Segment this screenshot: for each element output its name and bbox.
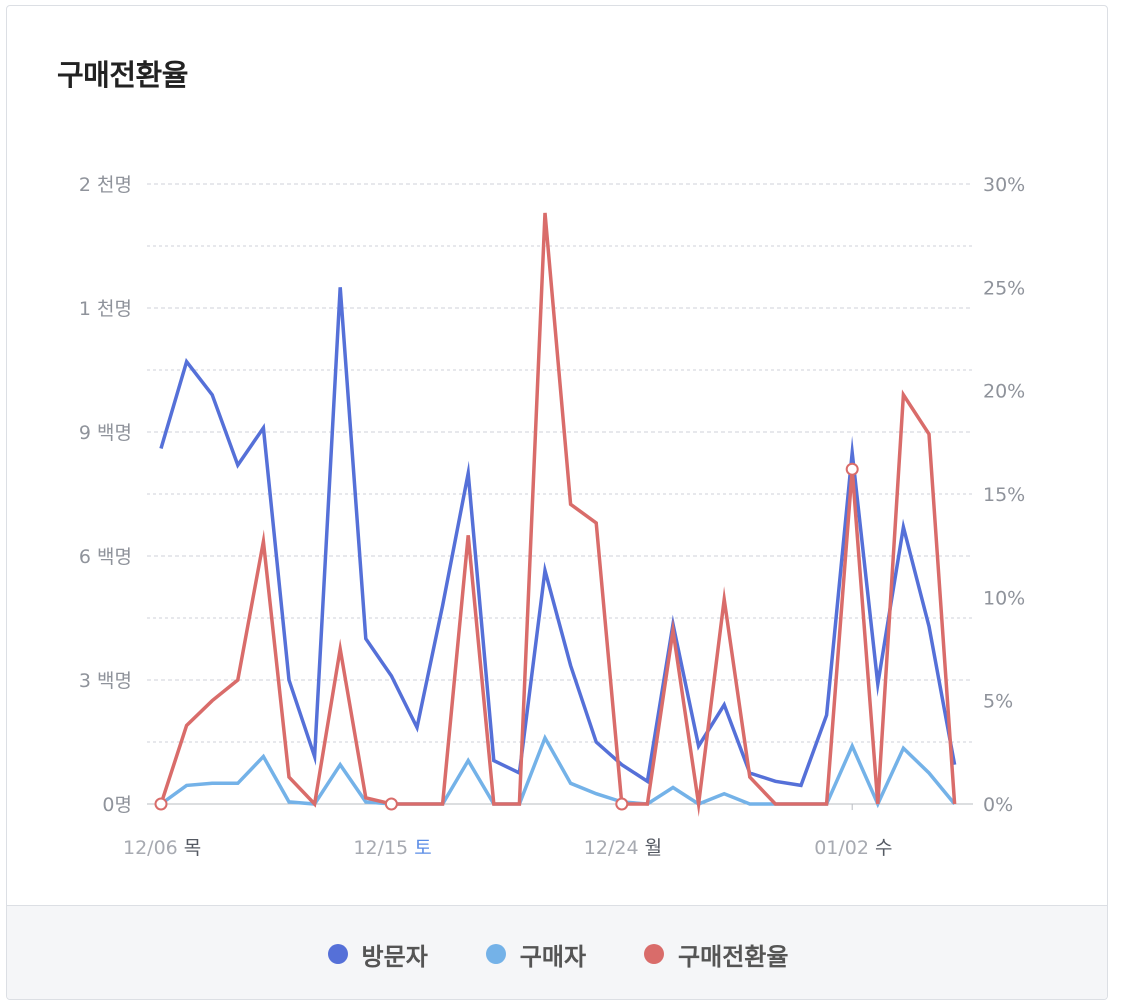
x-axis-tick-label: 12/15 토 xyxy=(353,837,431,859)
buyers-line xyxy=(159,733,956,809)
conversion-legend-dot-icon xyxy=(644,944,665,964)
conversion-chart: 0명 3 백명 6 백명 9 백명 1 천명 2 천명 0% 5% 10% 15% 20% 25% 30… xyxy=(79,174,1025,859)
conversion-point-marker xyxy=(154,797,168,811)
left-axis-tick-label: 2 천명 xyxy=(79,174,132,196)
visitors-legend-dot-icon xyxy=(327,944,348,964)
right-axis-tick-label: 10% xyxy=(983,587,1025,609)
chart-card: 구매전환율 0명 3 백명 6 백명 9 백명 1 천명 2 천명 0% 5% 10% 15% 20… xyxy=(6,5,1108,1000)
legend-label-buyers: 구매자 xyxy=(519,942,587,971)
legend-item-conversion[interactable]: 구매전환율 xyxy=(644,937,788,972)
legend: 방문자 구매자 구매전환율 xyxy=(7,905,1107,999)
left-axis-tick-label: 1 천명 xyxy=(79,298,132,320)
right-axis-tick-label: 15% xyxy=(983,484,1025,506)
right-axis-tick-label: 20% xyxy=(983,381,1025,403)
right-axis-tick-label: 25% xyxy=(983,277,1025,299)
right-axis-tick-label: 0% xyxy=(983,794,1013,816)
legend-item-buyers[interactable]: 구매자 xyxy=(485,937,587,972)
conversion-point-marker xyxy=(615,797,629,811)
conversion-point-marker xyxy=(845,462,859,476)
legend-label-visitors: 방문자 xyxy=(361,942,428,971)
left-axis-tick-label: 3 백명 xyxy=(79,670,132,692)
left-axis-tick-label: 6 백명 xyxy=(79,546,132,568)
legend-label-conversion: 구매전환율 xyxy=(678,942,789,971)
legend-item-visitors[interactable]: 방문자 xyxy=(327,937,428,972)
x-axis-weekday-label: 목 xyxy=(184,837,201,859)
left-axis-tick-label: 0명 xyxy=(102,794,132,816)
x-axis-weekday-label: 토 xyxy=(414,837,431,859)
conversion-point-marker xyxy=(384,797,398,811)
buyers-legend-dot-icon xyxy=(485,944,506,964)
conversion-line xyxy=(159,212,957,817)
x-axis-weekday-label: 월 xyxy=(645,837,662,859)
x-axis-tick-label: 12/06 목 xyxy=(123,837,201,859)
x-axis-tick-label: 01/02 수 xyxy=(814,837,892,859)
x-axis-tick-label: 12/24 월 xyxy=(584,837,662,859)
visitors-line xyxy=(159,287,957,788)
right-axis-tick-label: 30% xyxy=(983,174,1025,196)
left-axis-tick-label: 9 백명 xyxy=(79,422,132,444)
right-axis-tick-label: 5% xyxy=(983,691,1013,713)
x-axis-weekday-label: 수 xyxy=(875,837,892,859)
chart-title: 구매전환율 xyxy=(57,58,188,92)
